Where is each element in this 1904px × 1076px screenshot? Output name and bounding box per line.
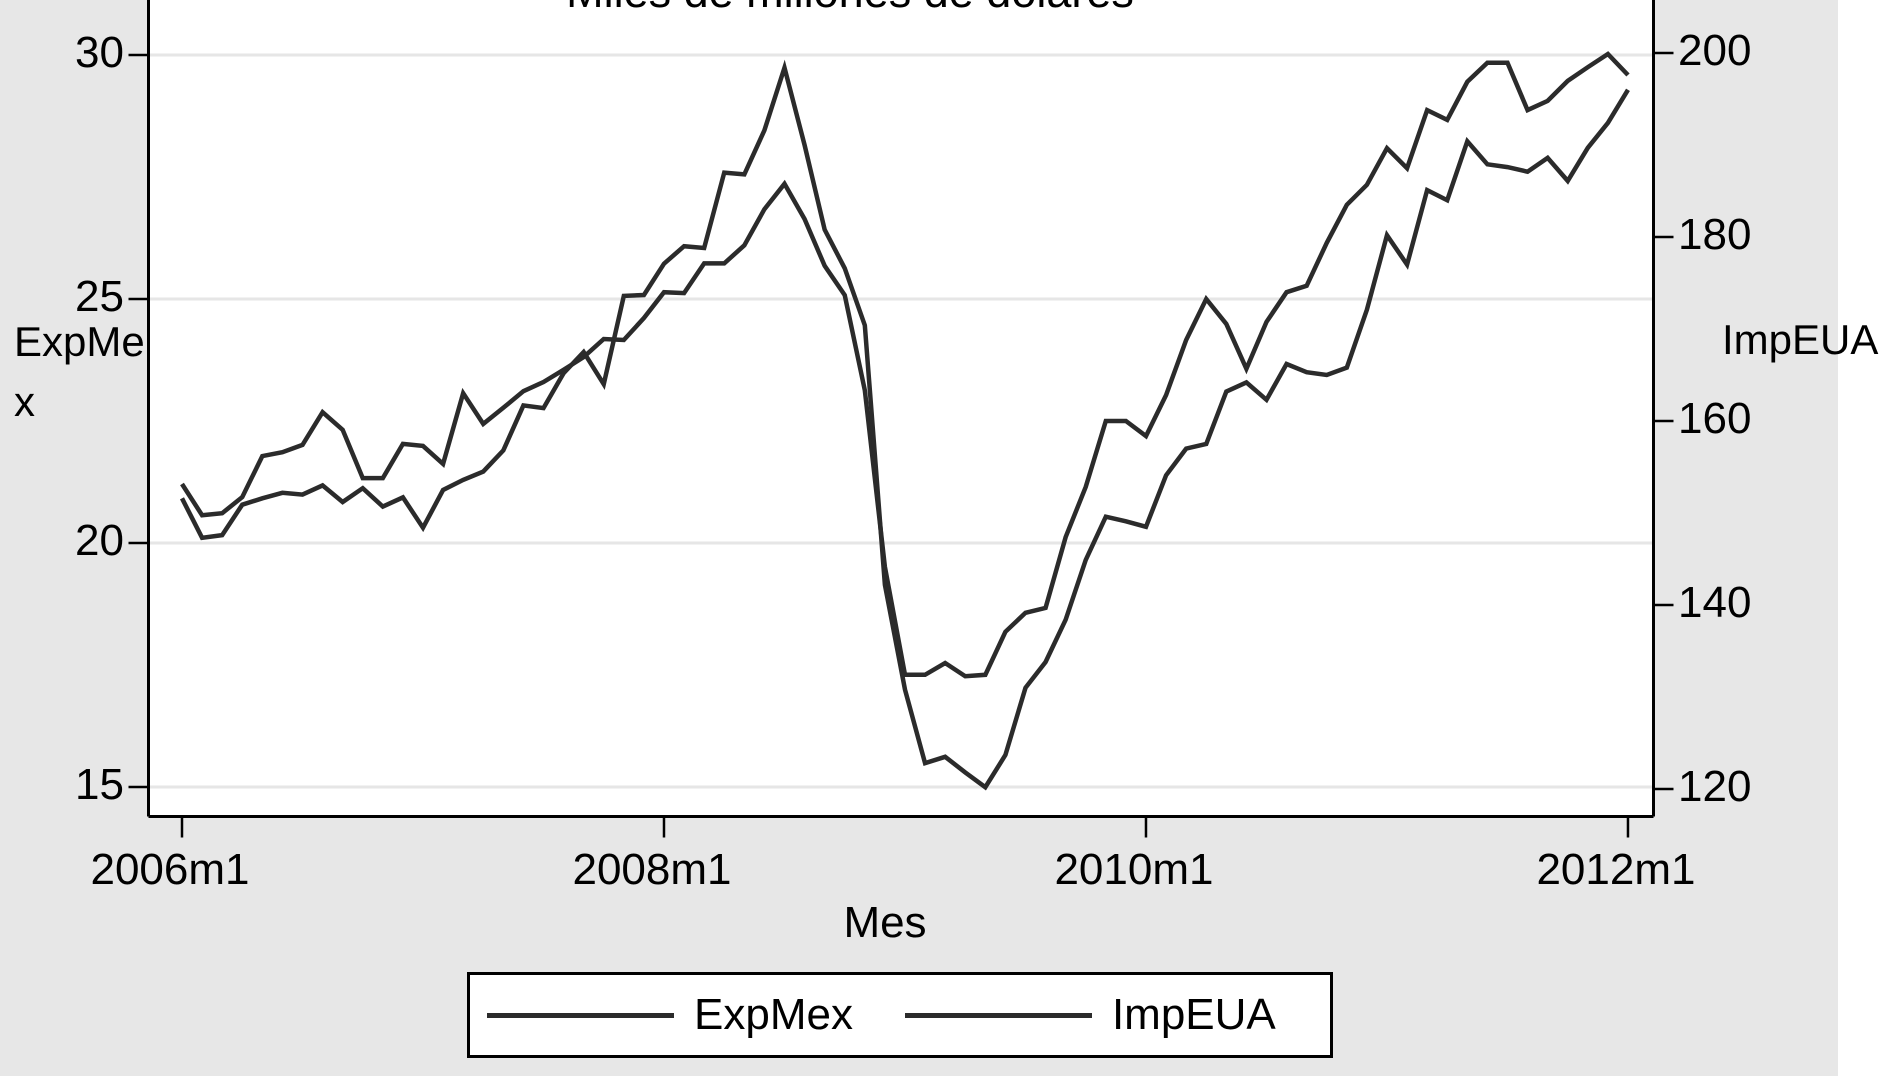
plot-region bbox=[148, 0, 1654, 817]
chart-title: Miles de millones de dólares bbox=[60, 0, 1640, 14]
x-tick-label: 2010m1 bbox=[1054, 845, 1214, 894]
expmex-line bbox=[180, 51, 1630, 679]
y-left-tick-label: 25 bbox=[75, 272, 124, 321]
axes bbox=[147, 0, 1655, 818]
y-left-tick-label: 30 bbox=[75, 28, 124, 77]
gridlines bbox=[148, 53, 1654, 789]
x-tick-label: 2012m1 bbox=[1536, 845, 1696, 894]
legend: ExpMex ImpEUA bbox=[467, 972, 1333, 1058]
impeua-line-sample-icon bbox=[904, 1012, 1092, 1018]
legend-item-impeua: ImpEUA bbox=[904, 990, 1276, 1040]
y-right-tick-label: 140 bbox=[1678, 578, 1752, 627]
x-axis-title: Mes bbox=[843, 898, 927, 947]
y-right-tick-label: 200 bbox=[1678, 26, 1752, 75]
impeua-line bbox=[179, 59, 1630, 791]
y-left-tick-label: 20 bbox=[75, 516, 124, 565]
x-tick-label: 2006m1 bbox=[90, 845, 250, 894]
tick-marks bbox=[128, 51, 1674, 838]
legend-item-expmex: ExpMex bbox=[487, 990, 853, 1040]
legend-label-expmex: ExpMex bbox=[694, 990, 853, 1039]
y-right-axis-title: ImpEUA bbox=[1722, 316, 1879, 363]
legend-label-impeua: ImpEUA bbox=[1111, 990, 1276, 1039]
y-left-axis-title: ExpMex bbox=[14, 318, 145, 425]
x-tick-label: 2008m1 bbox=[572, 845, 732, 894]
y-left-tick-label: 15 bbox=[75, 760, 124, 809]
y-right-tick-label: 160 bbox=[1678, 394, 1752, 443]
y-right-tick-label: 120 bbox=[1678, 762, 1752, 811]
expmex-line-sample-icon bbox=[487, 1012, 674, 1018]
y-right-tick-label: 180 bbox=[1678, 210, 1752, 259]
